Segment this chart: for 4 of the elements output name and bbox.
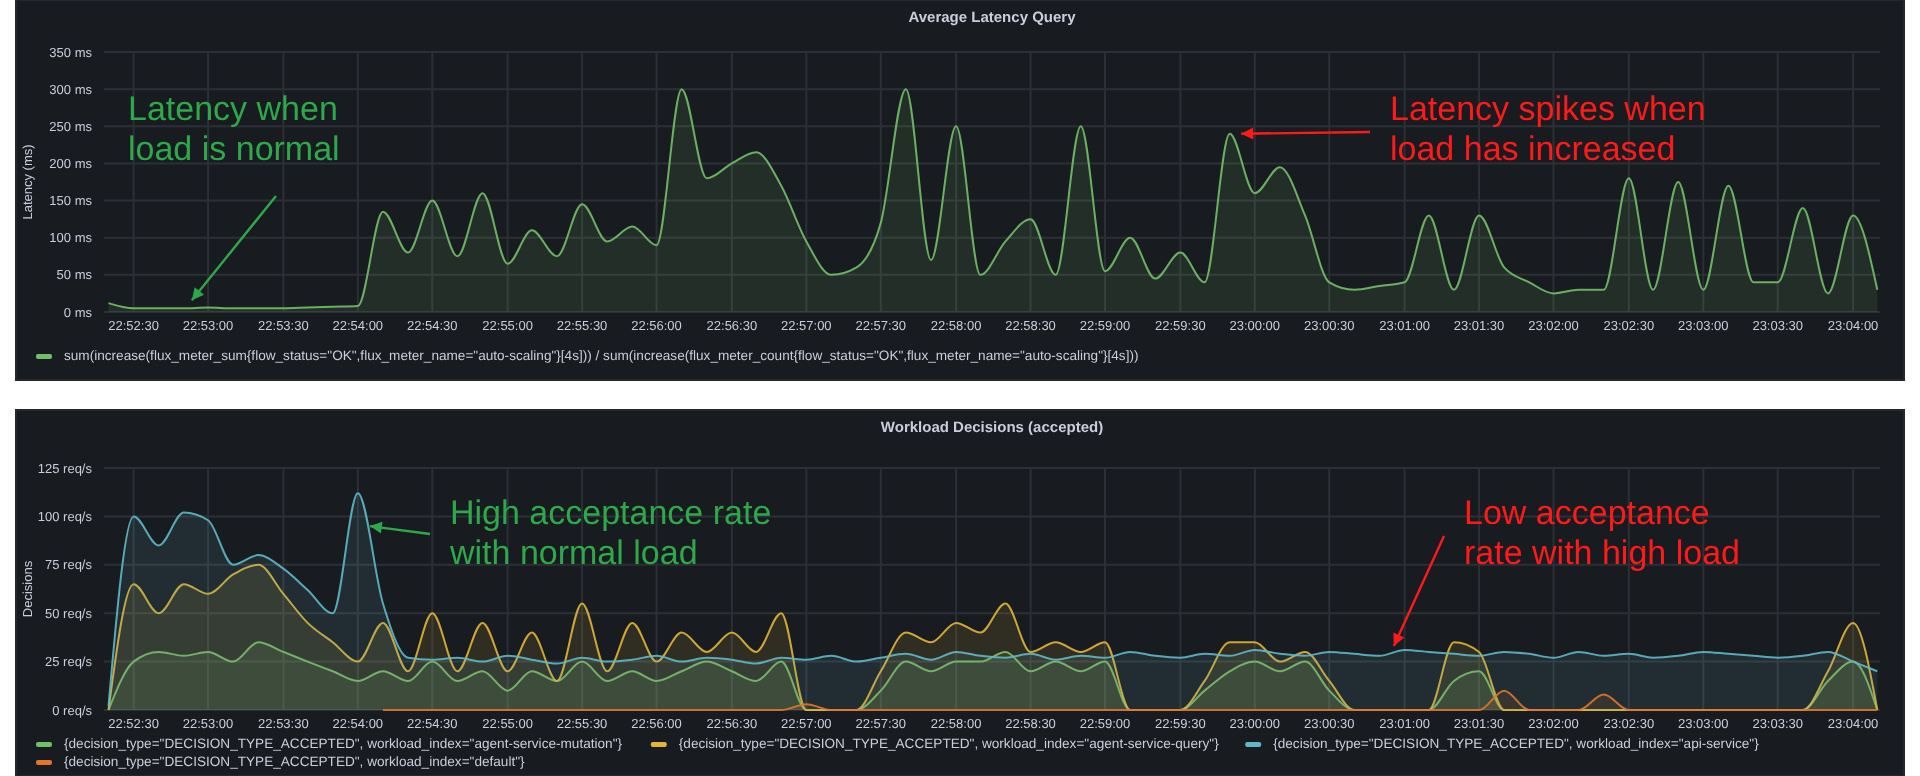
annotation: High acceptance rate with normal load bbox=[448, 494, 772, 572]
annotation: Latency when load is normal bbox=[128, 90, 340, 168]
annotation: Latency spikes when load has increased bbox=[1390, 90, 1706, 168]
annotation: Low acceptance rate with high load bbox=[1464, 494, 1740, 572]
